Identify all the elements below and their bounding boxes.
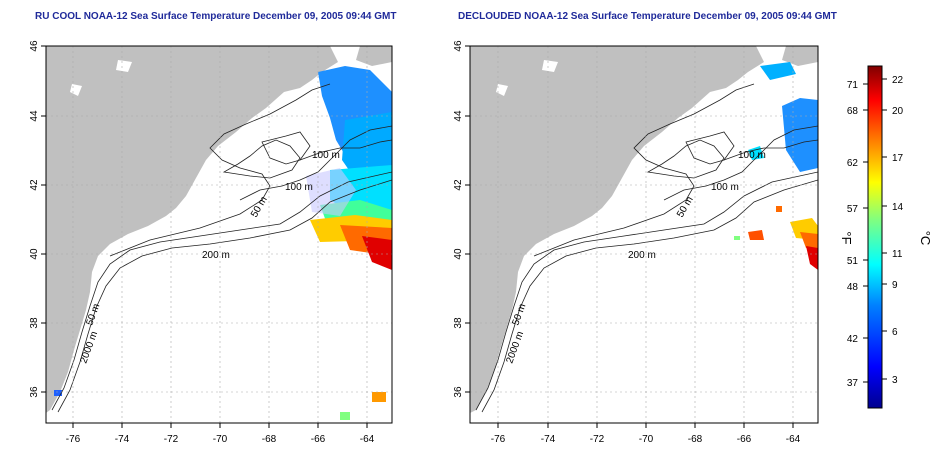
fahrenheit-tick: 51 bbox=[847, 256, 859, 267]
fahrenheit-tick: 62 bbox=[847, 158, 859, 169]
y-tick-label: 42 bbox=[29, 179, 40, 191]
right-map-title: DECLOUDED NOAA-12 Sea Surface Temperatur… bbox=[458, 11, 837, 22]
right-y-tick-labels: 36 38 40 42 44 46 bbox=[453, 40, 464, 398]
right-lake bbox=[542, 60, 558, 72]
contour-label: 200 m bbox=[202, 250, 230, 261]
right-sst-overlay bbox=[734, 62, 818, 270]
fahrenheit-tick: 57 bbox=[847, 204, 859, 215]
x-tick-label: -76 bbox=[66, 434, 81, 445]
x-tick-label: -66 bbox=[737, 434, 752, 445]
celsius-tick: 6 bbox=[892, 327, 898, 338]
right-map-content: 100 m 100 m 50 m 200 m 50 m 2000 m bbox=[470, 46, 818, 423]
x-tick-label: -66 bbox=[311, 434, 326, 445]
x-tick-label: -72 bbox=[164, 434, 179, 445]
celsius-tick: 14 bbox=[892, 202, 904, 213]
right-lake-2 bbox=[496, 84, 508, 96]
temperature-colorbar: 71 68 62 57 51 48 42 37 22 20 17 14 11 9… bbox=[839, 65, 933, 409]
x-tick-label: -68 bbox=[688, 434, 703, 445]
x-tick-label: -70 bbox=[213, 434, 228, 445]
y-tick-label: 40 bbox=[29, 248, 40, 260]
contour-label: 100 m bbox=[312, 150, 340, 161]
x-tick-label: -68 bbox=[262, 434, 277, 445]
x-tick-label: -70 bbox=[639, 434, 654, 445]
fahrenheit-tick: 71 bbox=[847, 80, 859, 91]
x-tick-label: -76 bbox=[491, 434, 506, 445]
right-map-frame bbox=[469, 45, 819, 424]
y-tick-label: 46 bbox=[453, 40, 464, 52]
y-tick-label: 46 bbox=[29, 40, 40, 52]
x-tick-label: -64 bbox=[360, 434, 375, 445]
left-y-tick-labels: 36 38 40 42 44 46 bbox=[29, 40, 40, 398]
colorbar-gradient bbox=[867, 65, 883, 409]
y-tick-label: 38 bbox=[453, 317, 464, 329]
contour-label: 100 m bbox=[285, 182, 313, 193]
y-tick-label: 42 bbox=[453, 179, 464, 191]
left-sst-overlay bbox=[54, 66, 392, 420]
fahrenheit-axis-label: °F bbox=[839, 231, 854, 244]
contour-label: 100 m bbox=[711, 182, 739, 193]
y-tick-label: 38 bbox=[29, 317, 40, 329]
left-map-frame bbox=[45, 45, 393, 424]
celsius-tick: 9 bbox=[892, 280, 898, 291]
right-land-maritimes bbox=[782, 46, 818, 66]
celsius-tick: 17 bbox=[892, 153, 904, 164]
right-x-tick-labels: -76 -74 -72 -70 -68 -66 -64 bbox=[491, 434, 801, 445]
x-tick-label: -72 bbox=[590, 434, 605, 445]
celsius-tick: 22 bbox=[892, 75, 904, 86]
left-land-mass bbox=[46, 46, 338, 413]
left-map-title: RU COOL NOAA-12 Sea Surface Temperature … bbox=[35, 11, 397, 22]
y-tick-label: 44 bbox=[453, 110, 464, 122]
left-x-tick-labels: -76 -74 -72 -70 -68 -66 -64 bbox=[66, 434, 375, 445]
celsius-tick-labels: 22 20 17 14 11 9 6 3 bbox=[892, 75, 904, 386]
celsius-tick: 11 bbox=[892, 249, 903, 260]
celsius-axis-label: °C bbox=[918, 231, 933, 246]
left-map-panel: 100 m 100 m 50 m 200 m 50 m 2000 m bbox=[29, 40, 393, 445]
contour-label: 200 m bbox=[628, 250, 656, 261]
right-grid bbox=[470, 46, 818, 423]
left-map-content: 100 m 100 m 50 m 200 m 50 m 2000 m bbox=[46, 46, 392, 423]
x-tick-label: -64 bbox=[786, 434, 801, 445]
celsius-tick: 3 bbox=[892, 375, 898, 386]
x-tick-label: -74 bbox=[115, 434, 130, 445]
y-tick-label: 36 bbox=[453, 386, 464, 398]
contour-label: 100 m bbox=[738, 150, 766, 161]
left-land-maritimes bbox=[356, 46, 392, 66]
right-land-mass bbox=[470, 46, 764, 413]
celsius-tick: 20 bbox=[892, 106, 904, 117]
y-tick-label: 44 bbox=[29, 110, 40, 122]
right-axis-ticks bbox=[465, 45, 794, 428]
left-lake bbox=[116, 60, 132, 72]
fahrenheit-tick: 37 bbox=[847, 378, 859, 389]
fahrenheit-tick: 42 bbox=[847, 334, 859, 345]
fahrenheit-tick: 68 bbox=[847, 106, 859, 117]
y-tick-label: 40 bbox=[453, 248, 464, 260]
left-axis-ticks bbox=[41, 45, 368, 428]
y-tick-label: 36 bbox=[29, 386, 40, 398]
x-tick-label: -74 bbox=[541, 434, 556, 445]
colorbar-ticks bbox=[863, 78, 887, 383]
fahrenheit-tick: 48 bbox=[847, 282, 859, 293]
fahrenheit-tick-labels: 71 68 62 57 51 48 42 37 bbox=[847, 80, 859, 389]
right-map-panel: 100 m 100 m 50 m 200 m 50 m 2000 m bbox=[453, 40, 819, 445]
